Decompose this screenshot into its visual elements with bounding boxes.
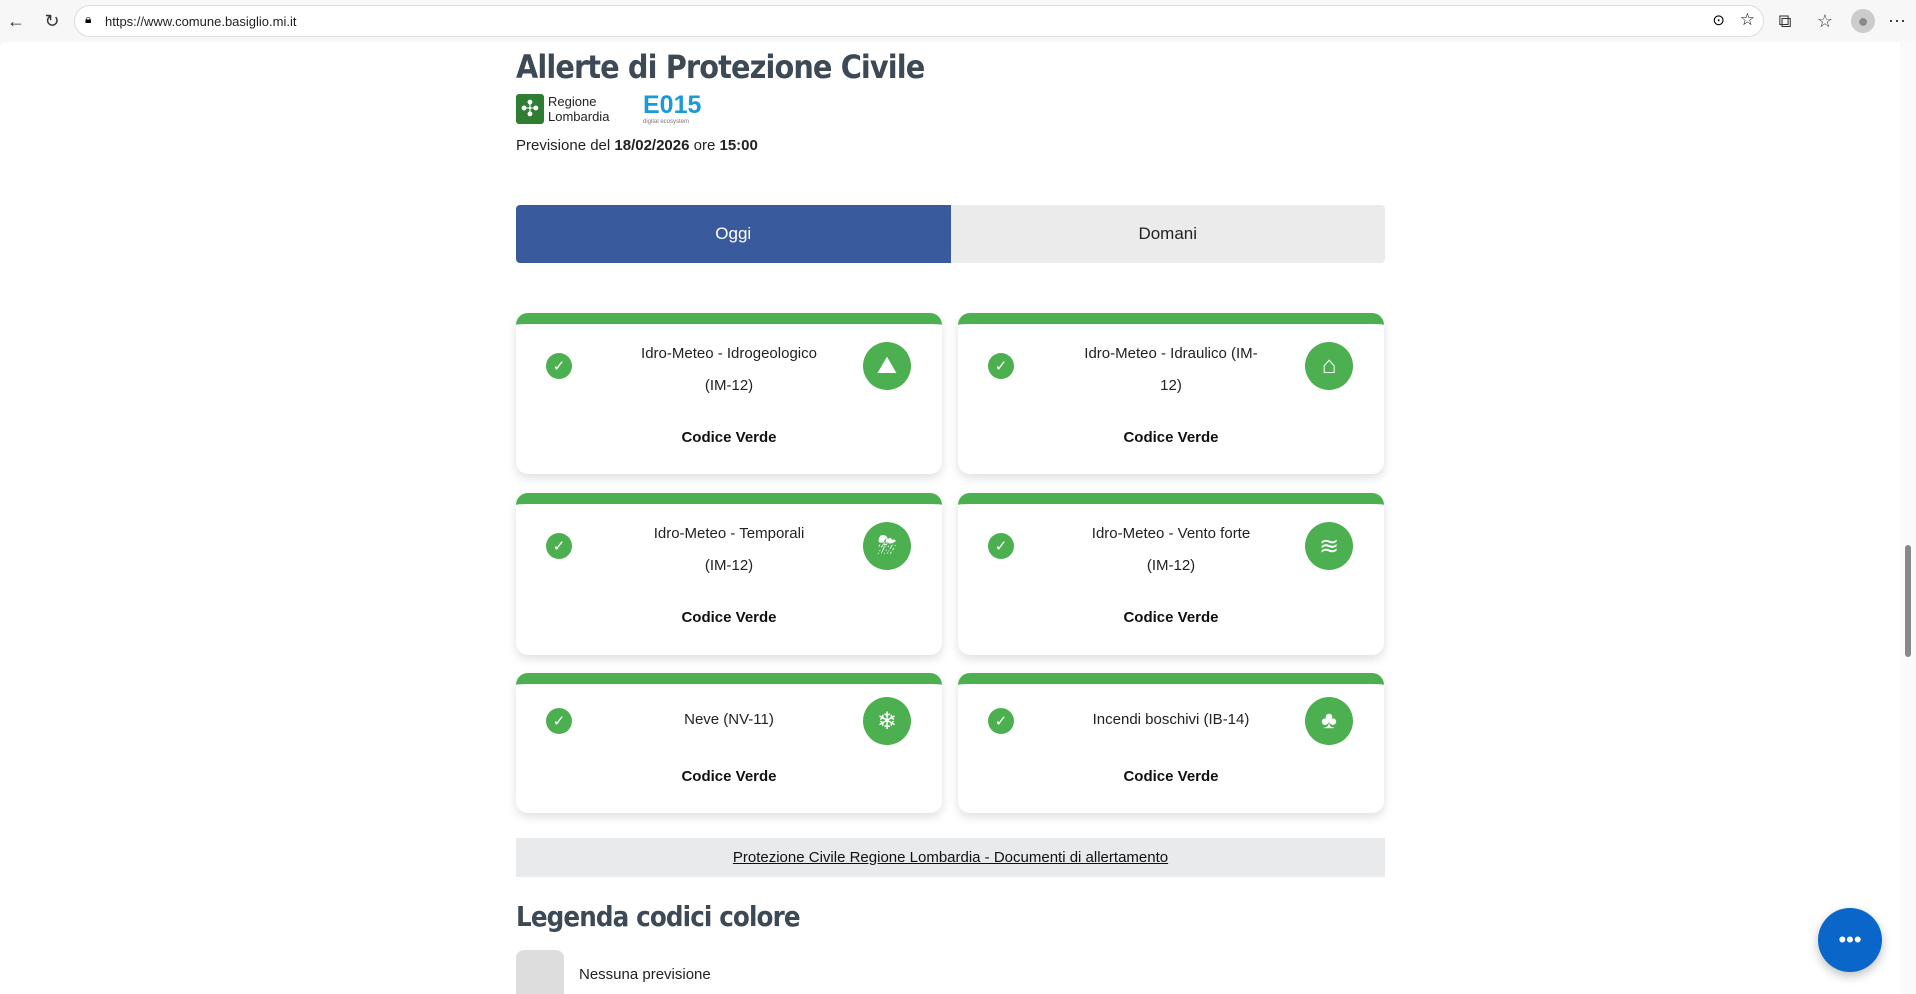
legend-label: Nessuna previsione	[579, 966, 711, 983]
alert-title: Idro-Meteo - Vento forte (IM-12)	[1058, 518, 1284, 582]
regione-lombardia-logo: ✣ Regione Lombardia	[516, 94, 618, 124]
alert-title-line1: Idro-Meteo - Vento forte	[1091, 525, 1251, 542]
alert-code: Codice Verde	[1123, 609, 1219, 626]
check-icon: ✓	[988, 533, 1014, 559]
alert-code: Codice Verde	[1123, 429, 1219, 446]
alert-code: Codice Verde	[1123, 768, 1219, 785]
legend-title: Legenda codici colore	[516, 900, 801, 933]
web-page: Allerte di Protezione Civile ✣ Regione L…	[0, 42, 1916, 994]
alert-title-line1: Neve (NV-11)	[684, 711, 774, 728]
alert-title: Idro-Meteo - Temporali (IM-12)	[616, 518, 842, 582]
scrollbar[interactable]	[1900, 42, 1916, 994]
check-icon: ✓	[988, 353, 1014, 379]
forecast-prefix: Previsione del	[516, 137, 611, 154]
alert-title-line1: Idro-Meteo - Temporali	[653, 525, 805, 542]
documents-link[interactable]: Protezione Civile Regione Lombardia - Do…	[732, 849, 1169, 866]
address-bar[interactable]: 🔒︎ https://www.comune.basiglio.mi.it ⊙ ☆	[74, 5, 1764, 37]
landslide-icon: ⛰	[863, 342, 911, 390]
forecast-info: Previsione del 18/02/2026 ore 15:00	[516, 137, 758, 155]
check-icon: ✓	[988, 708, 1014, 734]
tab-domani[interactable]: Domani	[950, 205, 1385, 263]
alert-card: ✓ Idro-Meteo - Idraulico (IM- 12) ⌂ Codic…	[958, 313, 1384, 474]
alert-card: ✓ Neve (NV-11) ❄ Codice Verde	[516, 673, 942, 813]
e015-text: E015	[643, 91, 702, 119]
alert-title: Idro-Meteo - Idrogeologico (IM-12)	[616, 338, 842, 402]
forecast-mid: ore	[693, 137, 716, 154]
alert-title-line2: (IM-12)	[1146, 557, 1196, 574]
alert-title-line2: (IM-12)	[704, 557, 754, 574]
profile-avatar-icon[interactable]: ●	[1851, 9, 1875, 33]
alert-title: Neve (NV-11)	[616, 704, 842, 736]
alert-card: ✓ Idro-Meteo - Temporali (IM-12) ⛈ Codice…	[516, 493, 942, 655]
favorites-icon[interactable]: ☆	[1816, 10, 1834, 31]
regione-lombardia-emblem-icon: ✣	[516, 94, 544, 124]
forecast-date: 18/02/2026	[614, 137, 690, 154]
storm-cloud-icon: ⛈	[863, 522, 911, 570]
favorite-star-icon[interactable]: ☆	[1739, 10, 1755, 29]
e015-subtitle: digital ecosystem	[643, 119, 690, 125]
back-icon[interactable]: ←	[7, 10, 25, 31]
check-icon: ✓	[546, 533, 572, 559]
read-aloud-icon[interactable]: ⊙	[1712, 12, 1725, 29]
alert-code: Codice Verde	[681, 429, 777, 446]
check-icon: ✓	[546, 353, 572, 379]
forecast-time: 15:00	[719, 137, 758, 154]
check-icon: ✓	[546, 708, 572, 734]
url-text[interactable]: https://www.comune.basiglio.mi.it	[105, 14, 297, 29]
documents-link-bar: Protezione Civile Regione Lombardia - Do…	[516, 838, 1385, 877]
alert-title-line1: Idro-Meteo - Idraulico (IM-	[1084, 345, 1258, 362]
alert-title: Idro-Meteo - Idraulico (IM- 12)	[1058, 338, 1284, 402]
chat-assistant-button[interactable]: •••	[1818, 908, 1882, 972]
wind-icon: ≋	[1305, 522, 1353, 570]
extensions-icon[interactable]: ⧉	[1778, 10, 1792, 31]
more-menu-icon[interactable]: ⋯	[1888, 10, 1906, 31]
alert-title: Incendi boschivi (IB-14)	[1058, 704, 1284, 736]
alert-code: Codice Verde	[681, 768, 777, 785]
regione-lombardia-text: Regione Lombardia	[548, 94, 610, 124]
legend-swatch-none	[516, 950, 564, 994]
flood-house-icon: ⌂	[1305, 342, 1353, 390]
day-tabs: Oggi Domani	[516, 205, 1385, 263]
alert-title-line1: Idro-Meteo - Idrogeologico	[641, 345, 817, 362]
alert-code: Codice Verde	[681, 609, 777, 626]
alert-title-line2: (IM-12)	[704, 377, 754, 394]
alert-card: ✓ Idro-Meteo - Vento forte (IM-12) ≋ Codi…	[958, 493, 1384, 655]
scrollbar-thumb[interactable]	[1905, 545, 1911, 657]
forest-fire-icon: ♣	[1305, 697, 1353, 745]
page-title: Allerte di Protezione Civile	[516, 48, 925, 86]
tab-oggi[interactable]: Oggi	[516, 205, 951, 263]
lock-icon: 🔒︎	[85, 12, 92, 26]
alert-title-line1: Incendi boschivi (IB-14)	[1092, 711, 1250, 728]
snowflake-icon: ❄	[863, 697, 911, 745]
alert-card: ✓ Incendi boschivi (IB-14) ♣ Codice Verd…	[958, 673, 1384, 813]
alert-title-line2: 12)	[1160, 377, 1182, 394]
e015-logo: E015 digital ecosystem	[643, 92, 701, 126]
browser-toolbar: ← ↻ 🔒︎ https://www.comune.basiglio.mi.it…	[0, 0, 1916, 42]
reload-icon[interactable]: ↻	[44, 10, 60, 31]
chatbot-icon: •••	[1838, 927, 1862, 952]
alert-card: ✓ Idro-Meteo - Idrogeologico (IM-12) ⛰ Co…	[516, 313, 942, 474]
